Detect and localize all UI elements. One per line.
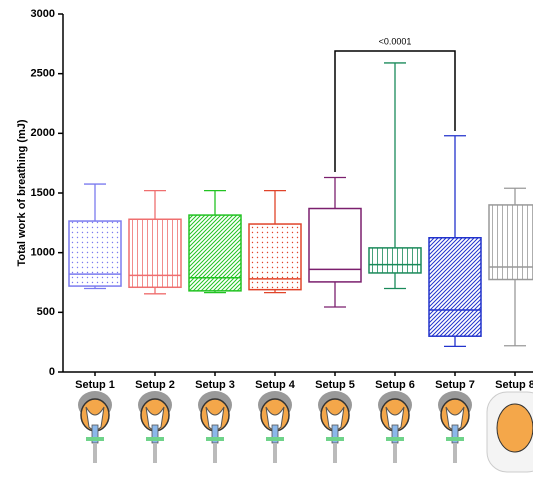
box [128,218,182,289]
box [68,220,122,287]
x-tick-label: Setup 2 [135,379,175,391]
y-tick-label: 3000 [31,8,55,20]
x-tick-label: Setup 3 [195,379,235,391]
y-tick-label: 1500 [31,187,55,199]
y-axis-label: Total work of breathing (mJ) [16,119,28,266]
box [188,214,242,292]
x-tick-label: Setup 8 [495,379,533,391]
box-group [308,176,362,308]
x-tick-label: Setup 7 [435,379,475,391]
y-tick-label: 0 [49,366,55,378]
x-tick-label: Setup 6 [375,379,415,391]
setup-illustrations [77,390,533,473]
box [248,223,302,291]
x-tick-label: Setup 1 [75,379,115,391]
p-value: <0.0001 [379,36,412,46]
x-tick-label: Setup 5 [315,379,355,391]
box-group [428,135,482,347]
y-tick-label: 500 [37,306,55,318]
box [308,207,362,283]
box-group [188,189,242,294]
box-group [368,62,422,290]
y-tick-label: 2500 [31,68,55,80]
box [368,247,422,274]
y-tick-label: 1000 [31,247,55,259]
box-group [128,189,182,295]
y-tick-label: 2000 [31,127,55,139]
box [488,204,533,281]
x-tick-label: Setup 4 [255,379,296,391]
box [428,237,482,337]
significance-bracket [334,50,456,172]
box-group [488,187,533,347]
box-group [248,189,302,294]
box-group [68,183,122,290]
